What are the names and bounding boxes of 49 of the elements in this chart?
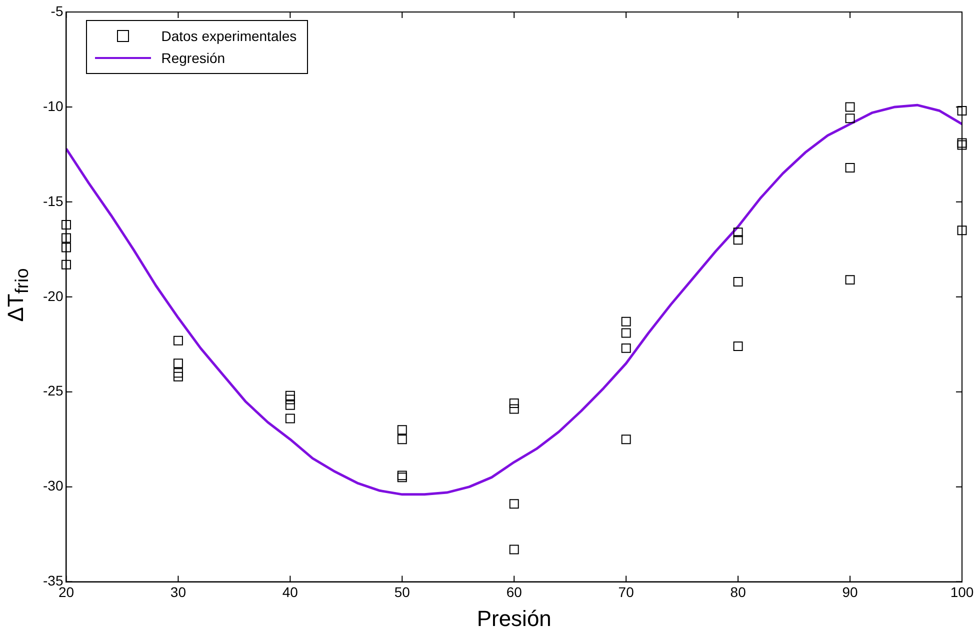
y-tick-label: -5: [50, 2, 64, 19]
point: [397, 434, 407, 444]
point: [733, 228, 743, 238]
point: [285, 390, 295, 400]
point: [845, 275, 855, 285]
point: [509, 404, 519, 414]
x-axis-title: Presión: [476, 606, 552, 631]
point: [509, 499, 519, 509]
x-tick-label: 30: [170, 584, 186, 600]
y-tick-label: -15: [43, 192, 64, 209]
point: [173, 358, 183, 368]
point: [61, 242, 71, 252]
point: [733, 276, 743, 286]
point: [285, 414, 295, 424]
x-tick-label: 50: [394, 584, 410, 600]
point: [173, 372, 183, 382]
y-tick-label: -25: [43, 382, 64, 399]
y-tick-label: -30: [43, 478, 64, 494]
point: [957, 106, 967, 116]
point: [621, 328, 631, 338]
x-tick-label: 90: [842, 584, 858, 600]
point: [845, 163, 855, 172]
x-tick-label: 60: [506, 584, 522, 600]
point: [733, 235, 743, 245]
x-tick-label: 40: [282, 584, 298, 600]
point: [957, 226, 967, 236]
point: [61, 220, 71, 230]
point: [845, 102, 855, 112]
point: [61, 233, 71, 243]
legend-label: Regresión: [161, 50, 226, 66]
x-tick-label: 70: [618, 584, 634, 600]
x-tick-label: 80: [730, 584, 746, 600]
point: [285, 394, 295, 404]
legend-label: Datos experimentales: [161, 28, 297, 44]
point: [621, 343, 631, 353]
point: [845, 114, 855, 124]
point: [509, 544, 519, 554]
point: [621, 434, 631, 444]
point: [509, 398, 519, 408]
point: [173, 336, 183, 346]
y-tick-label: -20: [43, 288, 64, 304]
point: [61, 260, 71, 270]
point: [285, 400, 295, 410]
point: [397, 425, 407, 435]
y-tick-label: -10: [43, 98, 64, 114]
x-tick-label: 100: [950, 584, 974, 600]
point: [621, 316, 631, 326]
point: [173, 368, 183, 378]
point: [733, 342, 743, 352]
